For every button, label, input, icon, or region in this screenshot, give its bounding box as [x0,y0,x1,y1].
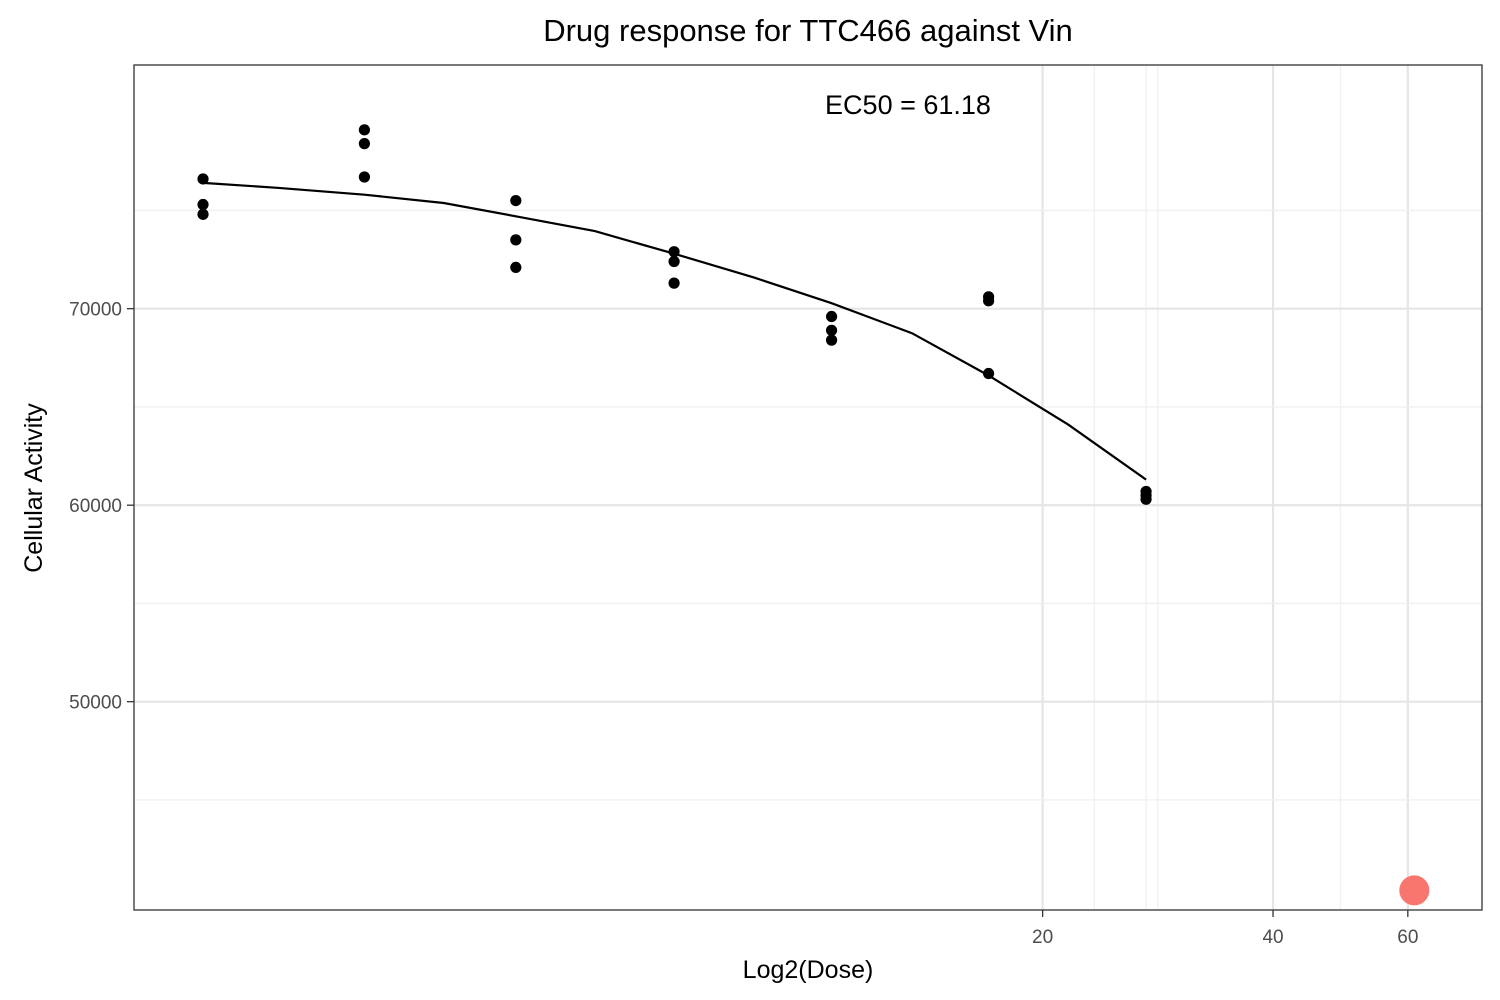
data-point [825,310,838,323]
data-point [358,171,371,183]
fit-curve-layer [202,181,1147,481]
data-point [825,324,838,336]
data-point [668,255,680,268]
data-point [510,261,522,274]
grid [134,65,1482,910]
data-point [358,124,371,136]
fit-curve [202,181,1147,481]
data-point [982,295,995,307]
x-axis-title: Log2(Dose) [743,956,874,984]
x-tick-label: 60 [1397,927,1418,948]
data-point [510,234,522,246]
data-point [982,367,995,380]
data-point [510,194,522,207]
data-point [668,277,680,289]
axis-ticks: 20 40 60 50000 60000 70000 [69,300,1418,948]
chart-title: Drug response for TTC466 against Vin [543,13,1073,48]
data-points [197,124,1152,505]
y-tick-label: 60000 [69,496,122,517]
data-point [668,246,680,258]
data-point [1140,493,1152,505]
ec50-annotation: EC50 = 61.18 [825,90,991,120]
data-point [358,138,371,150]
data-point [197,208,209,220]
data-point [197,173,209,185]
y-tick-label: 50000 [69,693,122,714]
data-point [197,198,209,211]
y-axis-title: Cellular Activity [20,403,48,573]
plot-panel-border [133,64,1483,911]
x-tick-label: 20 [1032,927,1053,948]
ec50-point [1399,875,1430,906]
x-tick-label: 40 [1262,927,1283,948]
ec50-marker-layer [1399,875,1430,906]
data-point [825,334,838,346]
y-tick-label: 70000 [69,300,122,321]
